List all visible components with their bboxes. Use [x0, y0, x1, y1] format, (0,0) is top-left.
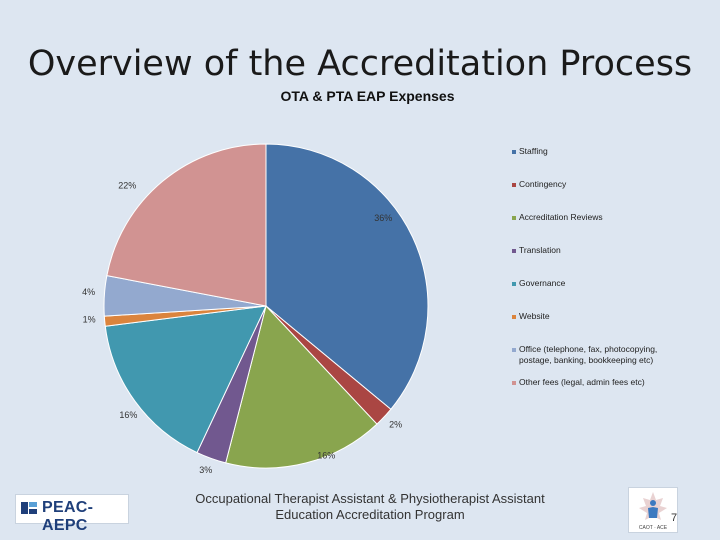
- slide-title: Overview of the Accreditation Process: [27, 44, 693, 84]
- legend-swatch: [512, 216, 516, 220]
- page-number: 7: [671, 512, 678, 524]
- footer-line-2: Education Accreditation Program: [275, 507, 465, 522]
- legend-swatch: [512, 282, 516, 286]
- pie-slice-accreditation-reviews: [225, 304, 378, 469]
- pie-labels: 36% 2% 16% 3% 16% 1% 4% 22%: [82, 181, 402, 476]
- pie-label-translation: 3%: [199, 465, 212, 475]
- legend-label: Governance: [519, 278, 566, 288]
- pie-label-other-fees: 22%: [118, 181, 136, 191]
- pie-label-contingency: 2%: [389, 420, 402, 430]
- legend-swatch: [512, 381, 516, 385]
- emblem-text: CAOT · ACE: [639, 525, 668, 531]
- pie-label-website: 1%: [83, 315, 96, 325]
- pie-slice-other-fees: [106, 143, 267, 307]
- legend-label: Staffing: [519, 146, 548, 156]
- pie-slice-governance: [104, 305, 267, 454]
- legend-swatch: [512, 183, 516, 187]
- legend-label: Office (telephone, fax, photocopying, po…: [519, 344, 658, 365]
- pie-slices: [103, 143, 429, 469]
- peac-aepc-logo: PEAC-AEPC: [15, 494, 129, 534]
- legend-label: Other fees (legal, admin fees etc): [519, 377, 645, 387]
- chart-title: OTA & PTA EAP Expenses: [280, 88, 455, 104]
- pie-label-office: 4%: [82, 287, 95, 297]
- legend-swatch: [512, 150, 516, 154]
- caot-emblem: CAOT · ACE: [628, 487, 678, 533]
- footer-line-1: Occupational Therapist Assistant & Physi…: [195, 491, 545, 506]
- legend-swatch: [512, 249, 516, 253]
- pie-label-governance: 16%: [119, 410, 137, 420]
- legend-swatch: [512, 315, 516, 319]
- footer-text: Occupational Therapist Assistant & Physi…: [160, 491, 580, 523]
- legend-label: Contingency: [519, 179, 567, 189]
- legend-swatch: [512, 348, 516, 352]
- pie-slice-staffing: [265, 143, 429, 410]
- logo-text: PEAC-AEPC: [42, 499, 94, 534]
- pie-label-accreditation-reviews: 16%: [317, 451, 335, 461]
- peac-logo-icon: [21, 502, 37, 514]
- legend-label: Website: [519, 311, 550, 321]
- maple-leaf-icon: CAOT · ACE: [639, 492, 668, 531]
- legend-label: Translation: [519, 245, 561, 255]
- legend-label: Accreditation Reviews: [519, 212, 603, 222]
- pie-label-staffing: 36%: [374, 213, 392, 223]
